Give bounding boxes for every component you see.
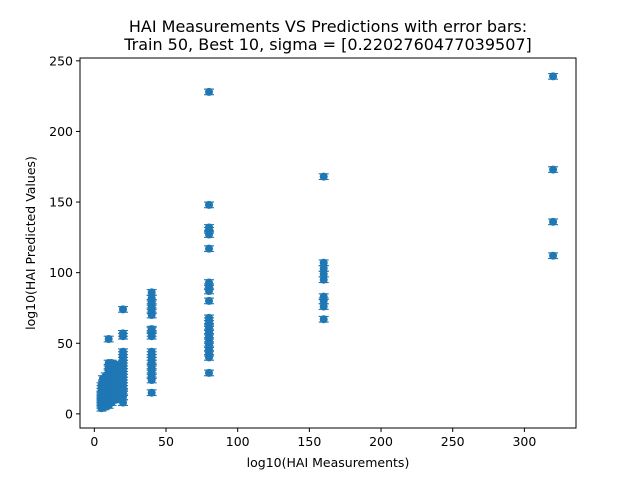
chart-subtitle: Train 50, Best 10, sigma = [0.2202760477… bbox=[123, 35, 532, 54]
data-point bbox=[204, 313, 215, 322]
data-point bbox=[318, 315, 329, 324]
data-point bbox=[204, 87, 215, 96]
marker bbox=[549, 72, 558, 81]
data-point bbox=[204, 368, 215, 377]
data-point bbox=[318, 172, 329, 181]
data-point bbox=[146, 347, 157, 356]
x-axis: 0 50 100 150 200 250 300 bbox=[90, 428, 536, 449]
data-point bbox=[146, 388, 157, 397]
marker bbox=[549, 251, 558, 260]
y-tick-label: 50 bbox=[57, 336, 73, 351]
data-point bbox=[548, 251, 559, 260]
data-point bbox=[204, 223, 215, 232]
marker bbox=[111, 360, 120, 369]
x-tick-label: 50 bbox=[158, 434, 174, 449]
data-point bbox=[204, 278, 215, 287]
marker bbox=[319, 172, 328, 181]
x-axis-label: log10(HAI Measurements) bbox=[247, 455, 410, 470]
axes-frame bbox=[79, 57, 577, 429]
y-axis: 0 50 100 150 200 250 bbox=[49, 53, 80, 421]
marker bbox=[147, 294, 156, 303]
data-point bbox=[204, 244, 215, 253]
marker bbox=[147, 325, 156, 334]
data-point bbox=[118, 347, 129, 356]
marker bbox=[319, 315, 328, 324]
y-axis-label: log10(HAI Predicted Values) bbox=[23, 156, 38, 330]
marker bbox=[147, 288, 156, 297]
marker bbox=[319, 264, 328, 273]
marker bbox=[205, 244, 214, 253]
marker bbox=[147, 347, 156, 356]
marker bbox=[549, 165, 558, 174]
y-tick-label: 0 bbox=[65, 406, 73, 421]
marker bbox=[205, 296, 214, 305]
marker bbox=[319, 270, 328, 279]
marker bbox=[319, 302, 328, 311]
y-tick-label: 250 bbox=[49, 53, 73, 68]
data-point bbox=[204, 200, 215, 209]
marker bbox=[119, 347, 128, 356]
data-point bbox=[118, 329, 129, 338]
data-point bbox=[146, 325, 157, 334]
data-point bbox=[318, 258, 329, 267]
marker bbox=[119, 305, 128, 314]
marker bbox=[205, 313, 214, 322]
marker bbox=[111, 366, 120, 375]
marker bbox=[205, 223, 214, 232]
y-tick-label: 150 bbox=[49, 195, 73, 210]
x-tick-label: 250 bbox=[441, 434, 465, 449]
chart-title: HAI Measurements VS Predictions with err… bbox=[129, 17, 527, 36]
data-point bbox=[118, 305, 129, 314]
y-tick-label: 100 bbox=[49, 265, 73, 280]
marker bbox=[205, 200, 214, 209]
x-tick-label: 0 bbox=[90, 434, 98, 449]
marker bbox=[319, 292, 328, 301]
data-point bbox=[103, 335, 114, 344]
marker bbox=[549, 217, 558, 226]
x-tick-label: 200 bbox=[369, 434, 393, 449]
marker bbox=[319, 258, 328, 267]
marker bbox=[205, 368, 214, 377]
plot-area bbox=[96, 72, 559, 413]
marker bbox=[205, 278, 214, 287]
marker bbox=[319, 275, 328, 284]
y-tick-label: 200 bbox=[49, 124, 73, 139]
data-point bbox=[548, 72, 559, 81]
data-point bbox=[110, 360, 121, 369]
data-point bbox=[548, 217, 559, 226]
x-tick-label: 300 bbox=[512, 434, 536, 449]
data-point bbox=[318, 292, 329, 301]
marker bbox=[205, 87, 214, 96]
data-point bbox=[204, 296, 215, 305]
data-point bbox=[146, 288, 157, 297]
x-tick-label: 150 bbox=[297, 434, 321, 449]
marker bbox=[147, 388, 156, 397]
marker bbox=[104, 335, 113, 344]
marker bbox=[119, 398, 128, 407]
data-point bbox=[548, 165, 559, 174]
x-tick-label: 100 bbox=[226, 434, 250, 449]
marker bbox=[119, 329, 128, 338]
